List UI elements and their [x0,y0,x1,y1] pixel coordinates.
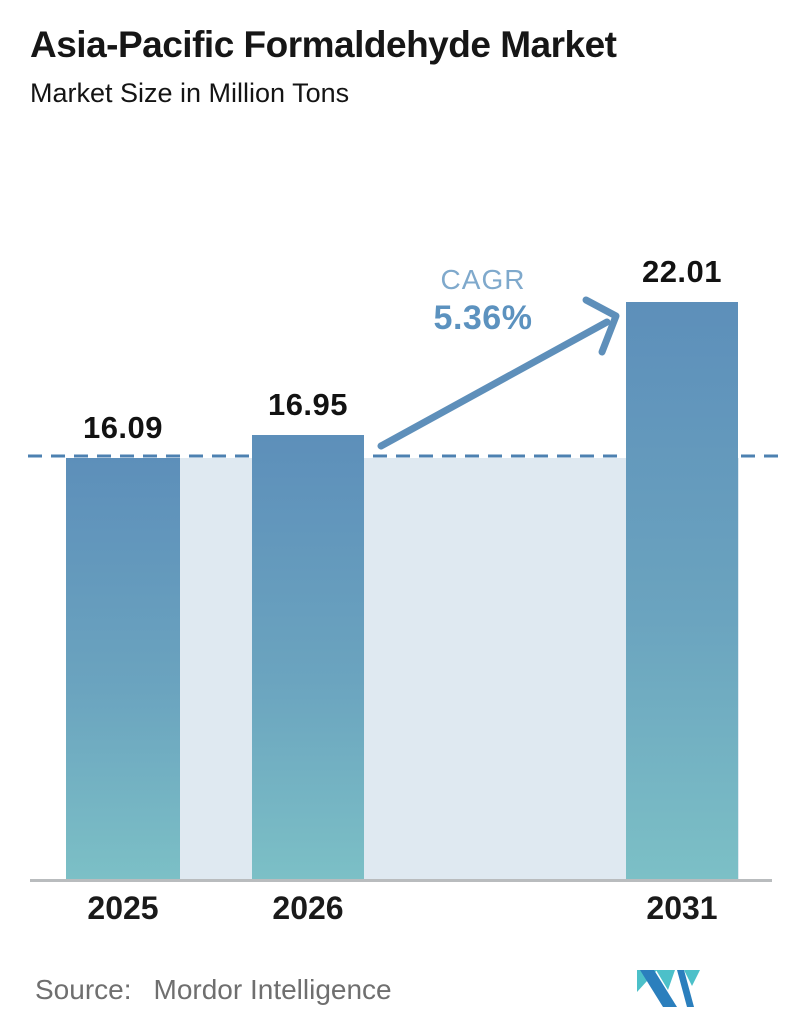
source-attribution: Source: Mordor Intelligence [35,974,392,1006]
source-label: Source: [35,974,132,1005]
growth-arrow-head [582,296,620,356]
bar-value-label-2025: 16.09 [82,410,164,445]
chart-title: Asia-Pacific Formaldehyde Market [30,24,617,65]
source-name: Mordor Intelligence [153,974,392,1005]
cagr-annotation: CAGR 5.36% [383,264,583,338]
growth-arrow-shaft [377,318,611,450]
x-tick-2031: 2031 [646,890,718,926]
bar-value-label-2026: 16.95 [267,387,349,422]
x-tick-2025: 2025 [87,890,159,926]
bar-group-2025: 16.09 [66,410,180,881]
x-axis-line [30,879,772,882]
x-tick-2026: 2026 [272,890,344,926]
chart-subtitle: Market Size in Million Tons [30,78,350,108]
bar-group-2031: 22.01 [626,254,738,881]
bar-2025 [66,458,180,881]
bar-value-label-2031: 22.01 [641,254,723,289]
mordor-intelligence-logo-icon [637,970,700,1007]
bar-2026 [252,435,364,881]
cagr-label: CAGR [440,264,526,295]
bar-group-2026: 16.95 [252,387,364,881]
bar-2031 [626,302,738,881]
cagr-value: 5.36% [433,299,533,337]
